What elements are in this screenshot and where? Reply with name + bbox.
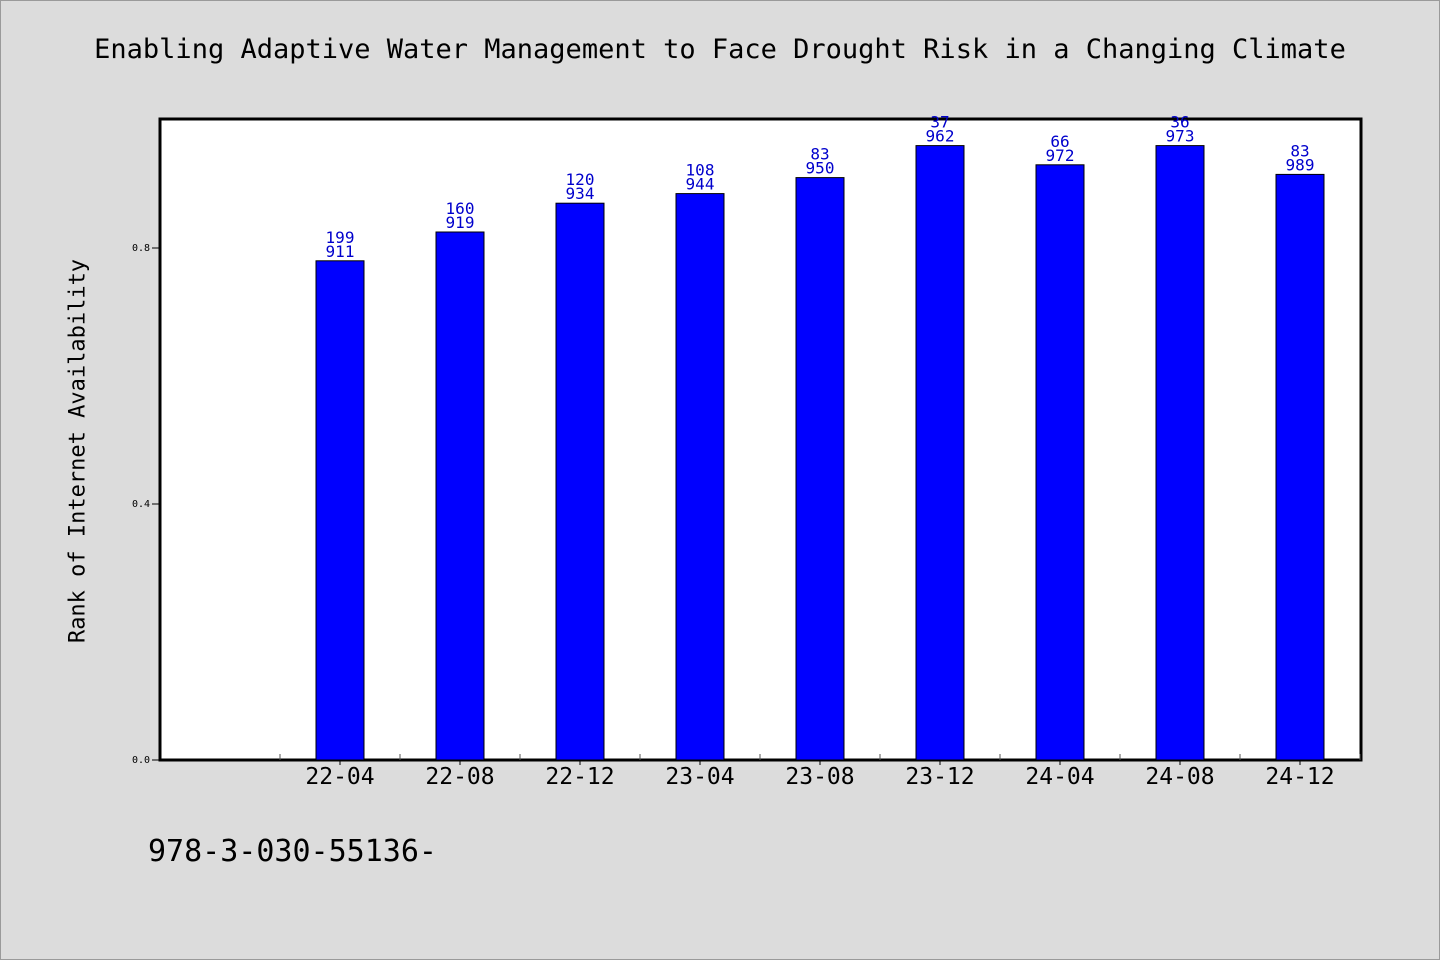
data-label-bottom: 950 [806,159,835,178]
x-tick-label: 24-04 [1025,764,1094,790]
x-tick-label: 23-04 [665,764,734,790]
x-tick-label: 22-08 [425,764,494,790]
y-tick-label: 0.4 [132,499,150,510]
data-label-bottom: 944 [686,175,715,194]
y-tick-label: 0.0 [132,755,150,766]
data-label-bottom: 962 [926,127,955,146]
x-tick-label: 24-08 [1145,764,1214,790]
data-label-bottom: 972 [1046,146,1075,165]
data-label-top: 83 [810,145,829,164]
y-tick-label: 0.8 [132,243,150,254]
chart-title: Enabling Adaptive Water Management to Fa… [94,34,1346,65]
data-label-top: 160 [446,199,475,218]
bar [315,260,365,761]
bar [555,202,605,761]
bar [435,231,485,761]
data-label-bottom: 989 [1286,155,1315,174]
data-label-top: 37 [930,113,949,132]
x-tick-label: 22-12 [545,764,614,790]
bar [1035,164,1085,761]
x-tick-label: 23-08 [785,764,854,790]
data-label-top: 108 [686,161,715,180]
bar [1275,173,1325,761]
x-tick-label: 24-12 [1265,764,1334,790]
data-label-bottom: 934 [566,184,595,203]
data-label-top: 83 [1290,141,1309,160]
x-tick-label: 23-12 [905,764,974,790]
footer-text: 978-3-030-55136- [148,834,437,869]
data-label-top: 66 [1050,132,1069,151]
data-label-bottom: 973 [1166,127,1195,146]
data-label-top: 199 [326,228,355,247]
bar [1155,145,1205,761]
bar [795,177,845,761]
data-label-top: 120 [566,170,595,189]
bar [915,145,965,761]
data-label-bottom: 911 [326,242,355,261]
x-tick-label: 22-04 [305,764,374,790]
bar [675,193,725,761]
data-label-bottom: 919 [446,213,475,232]
data-label-top: 36 [1170,113,1189,132]
